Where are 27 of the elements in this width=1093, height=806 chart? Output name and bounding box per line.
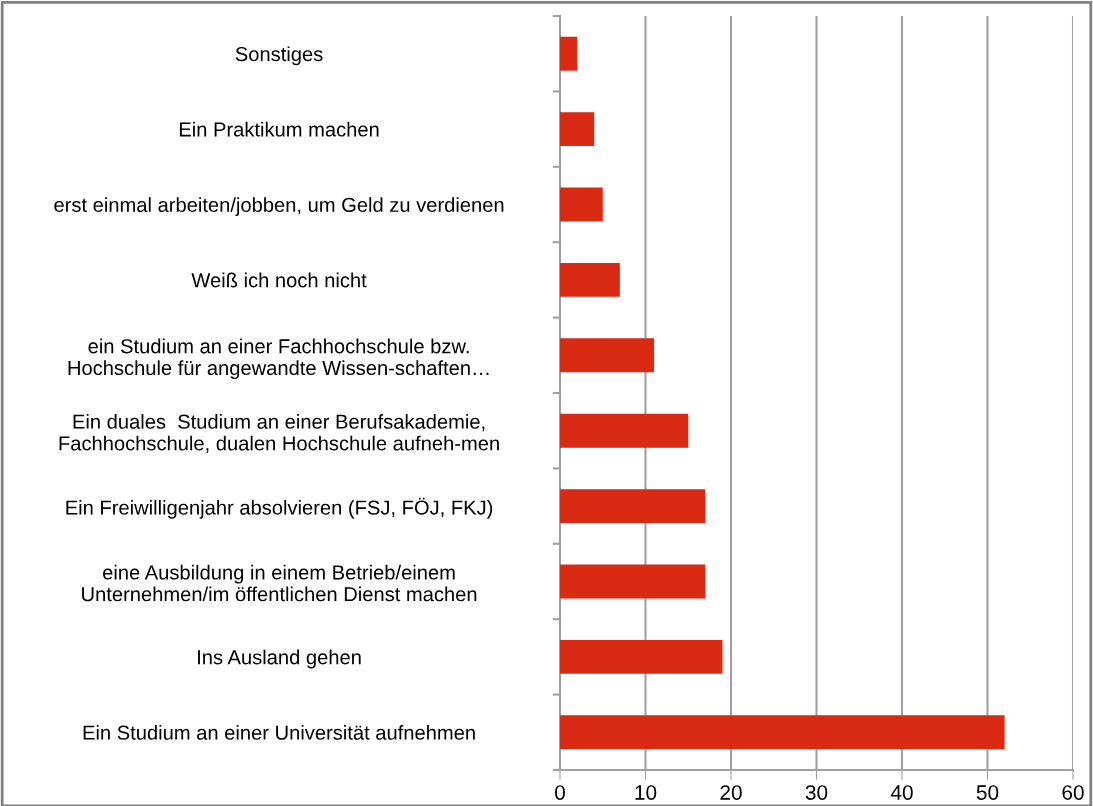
- y-tick-label: ein Studium an einer Fachhochschule bzw. Hochschule für angewandte Wissen-schaften…: [68, 338, 489, 380]
- bar: [560, 262, 620, 297]
- x-tick-label: 10: [635, 785, 657, 800]
- x-tick-label: 30: [805, 785, 828, 800]
- x-tick-label: 50: [976, 785, 999, 800]
- y-tick-label: Sonstiges: [235, 46, 323, 66]
- bar: [560, 639, 723, 674]
- y-tick-label: Ein Praktikum machen: [179, 121, 379, 137]
- y-tick-label: Ein Studium an einer Universität aufnehmen: [83, 725, 475, 740]
- bar: [560, 187, 603, 222]
- bar: [560, 338, 655, 373]
- y-tick-label: Ein duales Studium an einer Berufsakademie, Fachhochschule, dualen Hochschule aufneh-men: [59, 414, 499, 453]
- bar: [560, 413, 689, 448]
- y-tick-label: Ins Ausland gehen: [198, 649, 361, 669]
- bar: [560, 564, 706, 599]
- bar: [560, 489, 706, 524]
- x-tick-label: 20: [720, 785, 742, 800]
- bar: [560, 715, 1005, 750]
- x-tick-label: 60: [1062, 785, 1084, 800]
- bar: [560, 36, 578, 71]
- y-tick-label: erst einmal arbeiten/jobben, um Geld zu verdienen: [54, 197, 504, 216]
- y-tick-label: eine Ausbildung in einem Betrieb/einem Unternehmen/im öffentlichen Dienst machen: [82, 564, 477, 602]
- y-tick-label: Weiß ich noch nicht: [191, 272, 367, 288]
- x-tick-label: 40: [890, 785, 913, 800]
- x-tick-label: 0: [555, 785, 565, 800]
- y-tick-label: Ein Freiwilligenjahr absolvieren (FSJ, FÖJ, FKJ): [66, 497, 493, 519]
- bar: [560, 112, 595, 147]
